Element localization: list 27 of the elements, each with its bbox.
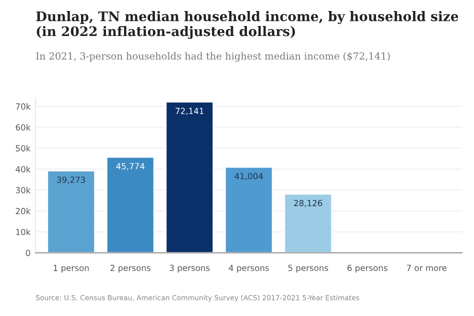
y-tick-label: 0	[26, 250, 30, 256]
x-tick-label: 5 persons	[288, 264, 328, 273]
y-tick-label: 60k	[16, 124, 31, 131]
x-tick-label: 1 person	[54, 264, 89, 273]
bar	[224, 166, 274, 253]
x-tick-label: 2 persons	[110, 264, 150, 273]
chart-subtitle: In 2021, 3-person households had the highest median income ($72,141)	[36, 52, 390, 62]
x-tick-label: 4 persons	[228, 264, 269, 273]
y-tick-label: 30k	[16, 186, 31, 194]
bar	[46, 170, 96, 253]
x-tick-label: 7 or more	[406, 264, 447, 272]
bar	[165, 101, 214, 253]
y-tick-label: 70k	[16, 103, 31, 110]
bar	[106, 156, 155, 253]
x-tick-label: 6 persons	[348, 264, 388, 273]
data-label: 41,004	[234, 172, 263, 180]
data-label: 28,126	[294, 200, 322, 208]
data-label: 45,774	[116, 163, 144, 170]
y-tick-label: 50k	[16, 145, 31, 152]
y-tick-label: 40k	[16, 166, 31, 172]
data-label: 39,273	[57, 176, 86, 184]
y-tick-label: 20k	[16, 208, 31, 214]
y-tick-label: 10k	[16, 228, 31, 236]
chart-title: Dunlap, TN median household income, by household size (in 2022 inflation-adjusted dollars)	[36, 11, 458, 39]
bar	[284, 193, 332, 253]
x-tick-label: 3 persons	[170, 264, 210, 273]
data-label: 72,141	[176, 108, 204, 115]
